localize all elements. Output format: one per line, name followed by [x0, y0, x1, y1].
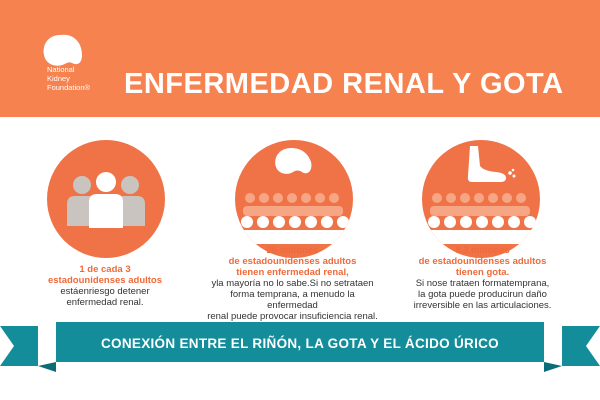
- stat-highlight: 1 de cada 3: [79, 264, 131, 275]
- stat-highlight: de estadounidenses adultos: [418, 256, 547, 267]
- foot-crowd-circle: [422, 140, 540, 258]
- stat-body: enfermedad renal.: [66, 297, 144, 308]
- kidney-crowd-circle: [235, 140, 353, 258]
- stat-body: estáenriesgo detener: [60, 286, 150, 297]
- org-name-line: Kidney: [47, 74, 70, 83]
- foot-crowd-icon: [426, 146, 538, 244]
- stat-body: Si nose trataen formatemprana,: [415, 278, 550, 289]
- stat-highlight: 26 millones: [266, 245, 319, 256]
- org-name: National Kidney Foundation®: [47, 65, 127, 92]
- people-circle: [47, 140, 165, 258]
- org-name-line: National: [47, 65, 75, 74]
- stat-highlight: tienen enfermedad renal,: [236, 267, 349, 278]
- org-name-line: Foundation®: [47, 83, 91, 92]
- stat-highlight: de estadounidenses adultos: [228, 256, 357, 267]
- kidney-crowd-icon: [239, 148, 351, 244]
- stat-highlight: tienen gota.: [455, 267, 510, 278]
- stat-body: renal puede provocar insuficiencia renal…: [207, 311, 378, 322]
- stat-body: irreversible en las articulaciones.: [413, 300, 552, 311]
- stat-gout: 8.3 millones de estadounidenses adultos …: [400, 245, 565, 311]
- stat-kidney-disease: 26 millones de estadounidenses adultos t…: [205, 245, 380, 322]
- stat-adults-at-risk: 1 de cada 3 estadounidenses adultos está…: [30, 264, 180, 308]
- stat-body: yla mayoría no lo sabe.Si no setrataen: [211, 278, 374, 289]
- stat-highlight: estadounidenses adultos: [47, 275, 163, 286]
- stat-highlight: 8.3 millones: [455, 245, 510, 256]
- stat-body: la gota puede producirun daño: [418, 289, 547, 300]
- ribbon-banner: [0, 322, 600, 372]
- people-icon: [67, 172, 145, 228]
- page-title: ENFERMEDAD RENAL Y GOTA: [124, 68, 564, 100]
- kidney-logo-icon: [43, 34, 82, 66]
- stat-body: forma temprana, a menudo la enfermedad: [230, 289, 355, 311]
- header: National Kidney Foundation® ENFERMEDAD R…: [0, 0, 600, 117]
- banner-text: CONEXIÓN ENTRE EL RIÑÓN, LA GOTA Y EL ÁC…: [101, 336, 499, 351]
